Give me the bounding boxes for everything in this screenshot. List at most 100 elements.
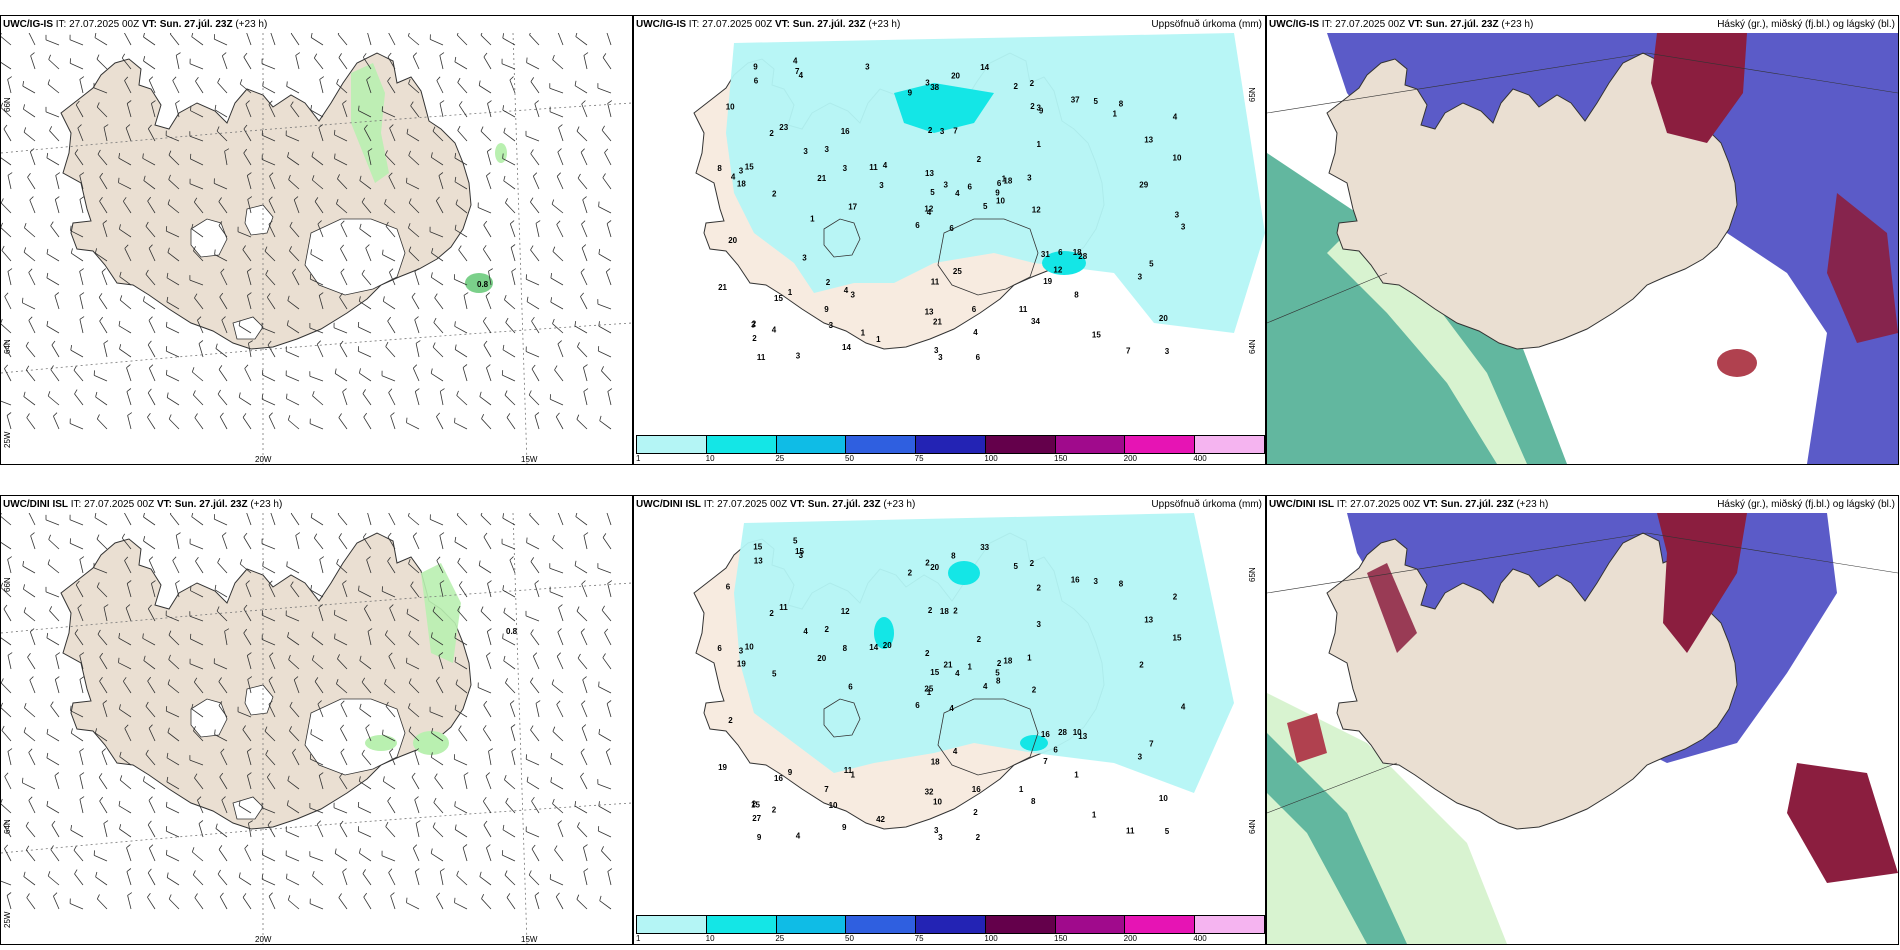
wind-barb [338,417,348,430]
wind-barb-flag [30,532,35,537]
wind-barb [145,274,156,286]
wind-barb [151,583,156,598]
wind-barb-flag [168,414,172,420]
wind-barb-flag [79,76,85,80]
wind-barb-flag [194,293,198,299]
precip-colorbar-ticks: 1 10 25 50 75 100 150 200 400 [636,934,1263,944]
wind-barb-flag [268,892,273,897]
wind-barb [430,373,444,382]
wind-barb-flag [166,392,169,398]
precip-value: 3 [1181,223,1186,232]
wind-barb [597,303,612,310]
wind-barb [502,158,516,166]
colorbar-tick-label: 75 [914,454,924,463]
wind-barb-flag [557,148,562,153]
wind-barb-flag [51,820,56,826]
wind-barb-flag [55,172,61,176]
wind-barb-flag [286,320,289,326]
precip-colorbar-ticks: 1 10 25 50 75 100 150 200 400 [636,454,1263,464]
wind-barb [310,733,324,742]
wind-barb-flag [287,775,290,781]
wind-barb-flag [172,556,177,561]
wind-barb [381,375,396,382]
wind-barb [454,61,468,70]
wind-barb-flag [30,148,35,153]
wind-barb [439,535,444,550]
wind-barb [526,781,540,790]
wind-barb [454,349,468,358]
wind-barb [77,607,84,622]
wind-barb [310,517,324,526]
wind-barb-flag [454,417,456,423]
wind-barb [526,542,540,550]
wind-barb-flag [190,105,192,111]
cloud-map [1267,33,1898,464]
wind-barb-flag [147,892,151,898]
wind-barb-flag [224,628,230,632]
wind-map: 0.8 [1,508,632,944]
wind-barb [358,590,372,598]
wind-barb-flag [262,81,264,87]
wind-barb-flag [510,724,516,728]
wind-barb-flag [6,892,12,896]
wind-barb [289,226,300,238]
wind-barb [94,37,108,46]
wind-barb-flag [504,390,508,396]
wind-barb [23,876,36,886]
wind-barb-flag [581,220,586,225]
wind-barb [166,710,180,718]
wind-barb-flag [483,532,488,538]
wind-barb-flag [406,897,408,903]
wind-barb [28,752,36,766]
wind-barb-flag [534,412,540,416]
wind-barb-flag [454,632,457,639]
precip-value: 8 [951,552,956,561]
wind-barb [580,752,588,766]
precip-value: 11 [757,353,766,362]
wind-barb-flag [119,344,122,350]
wind-barb [340,224,348,238]
wind-barb-flag [582,676,587,681]
lon-label-20w: 20W [255,935,272,944]
precip-value: 15 [1173,634,1182,643]
wind-barb-flag [311,631,314,637]
wind-barb [190,638,204,646]
wind-barb [219,416,228,430]
wind-barb [285,375,300,382]
wind-barb-flag [358,585,360,591]
wind-barb [147,824,156,838]
wind-barb [334,638,348,646]
wind-barb [69,903,84,910]
precip-value: 6 [1058,248,1063,257]
wind-barb-flag [3,340,7,346]
wind-barb-flag [557,820,562,825]
precip-value: 3 [799,551,804,560]
wind-barb [28,32,36,46]
wind-barb-flag [482,796,487,802]
wind-barb-flag [456,870,459,876]
wind-barb [312,659,324,670]
wind-barb-flag [410,101,414,107]
wind-barb-flag [4,772,9,777]
wind-barb [50,225,60,238]
precip-value: 10 [726,102,735,111]
wind-barb [455,203,468,214]
wind-barb [580,272,588,286]
wind-barb [530,681,540,694]
wind-barb-flag [478,80,481,86]
precip-value: 1 [1092,810,1097,819]
wind-barb [221,319,228,334]
wind-barb-flag [247,748,252,752]
wind-barb [95,252,108,262]
wind-barb [463,295,468,310]
wind-barb-flag [606,220,612,224]
wind-barb [363,128,372,142]
wind-barb [486,367,492,382]
wind-barb [143,780,156,790]
wind-barb-flag [198,820,204,824]
panel-clouds-igis: UWC/IG-IS IT: 27.07.2025 00Z VT: Sun. 27… [1266,15,1899,465]
wind-barb-flag [550,297,552,303]
precip-value: 4 [949,704,954,713]
wind-barb [389,127,396,142]
wind-barb-flag [318,292,324,296]
